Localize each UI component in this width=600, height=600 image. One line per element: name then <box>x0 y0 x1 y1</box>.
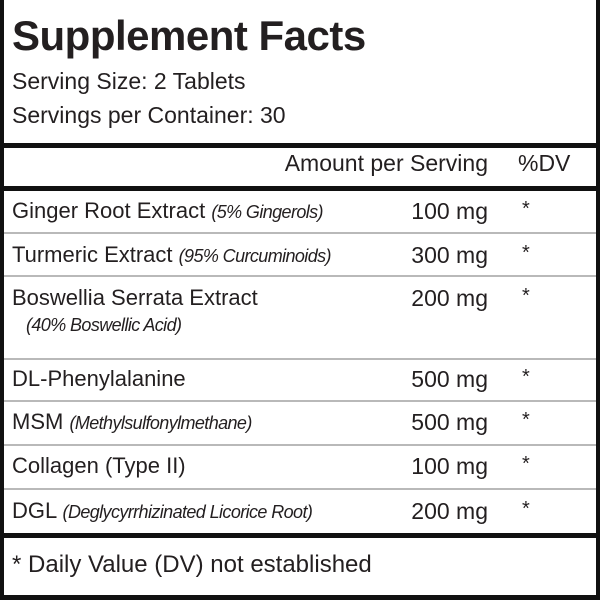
ingredient-amount: 200 mg <box>411 285 488 311</box>
divider-thick <box>0 143 600 148</box>
ingredient-dv: * <box>522 242 530 264</box>
ingredient-dv: * <box>522 409 530 431</box>
row-divider <box>4 444 596 446</box>
serving-size: Serving Size: 2 Tablets <box>12 68 246 94</box>
ingredient-dv: * <box>522 453 530 475</box>
ingredient-name: Turmeric Extract (95% Curcuminoids) <box>12 242 332 267</box>
frame-left <box>0 0 4 600</box>
footnote: * Daily Value (DV) not established <box>12 551 372 578</box>
dv-header: %DV <box>518 150 571 176</box>
ingredient-dv: * <box>522 285 530 307</box>
frame-bottom <box>0 595 600 600</box>
ingredient-name: Collagen (Type II) <box>12 453 186 478</box>
ingredient-name: DL-Phenylalanine <box>12 366 186 391</box>
row-divider <box>4 400 596 402</box>
ingredient-amount: 500 mg <box>411 409 488 435</box>
divider-thick <box>0 186 600 191</box>
row-divider <box>4 232 596 234</box>
amount-header: Amount per Serving <box>284 150 488 176</box>
ingredient-amount: 100 mg <box>411 198 488 224</box>
ingredient-amount: 500 mg <box>411 366 488 392</box>
ingredient-amount: 200 mg <box>411 498 488 524</box>
ingredient-dv: * <box>522 366 530 388</box>
ingredient-note: (40% Boswellic Acid) <box>26 315 182 335</box>
servings-per-container: Servings per Container: 30 <box>12 102 286 128</box>
label-title: Supplement Facts <box>12 12 366 59</box>
row-divider <box>4 358 596 360</box>
frame-right <box>596 0 600 600</box>
ingredient-name: DGL (Deglycyrrhizinated Licorice Root) <box>12 498 313 523</box>
divider-thick <box>0 533 600 538</box>
ingredient-name: Ginger Root Extract (5% Gingerols) <box>12 198 324 223</box>
ingredient-dv: * <box>522 198 530 220</box>
ingredient-amount: 300 mg <box>411 242 488 268</box>
ingredient-name: MSM (Methylsulfonylmethane) <box>12 409 252 434</box>
ingredient-dv: * <box>522 498 530 520</box>
ingredient-amount: 100 mg <box>411 453 488 479</box>
ingredient-name: Boswellia Serrata Extract <box>12 285 258 310</box>
row-divider <box>4 275 596 277</box>
row-divider <box>4 488 596 490</box>
